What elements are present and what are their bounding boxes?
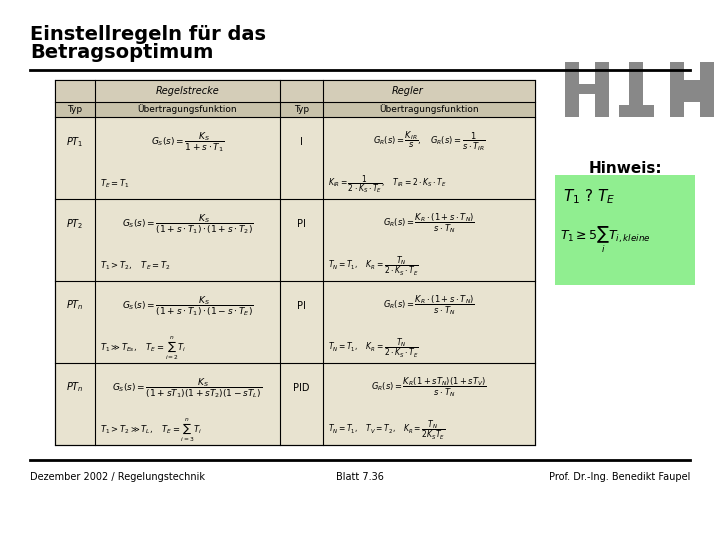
Bar: [55, 80, 535, 102]
Bar: [700, 62, 714, 117]
Text: $G_S(s)=\dfrac{K_S}{(1+sT_1)(1+sT_2)(1-sT_L)}$: $G_S(s)=\dfrac{K_S}{(1+sT_1)(1+sT_2)(1-s…: [112, 376, 263, 400]
Bar: [629, 62, 643, 105]
Text: $T_N=T_1,\quad K_R=\dfrac{T_N}{2\cdot K_S\cdot T_E}$: $T_N=T_1,\quad K_R=\dfrac{T_N}{2\cdot K_…: [328, 336, 419, 360]
Text: $T_1\ ?\ T_E$: $T_1\ ?\ T_E$: [563, 187, 616, 206]
Bar: [55, 102, 535, 117]
Text: Einstellregeln für das: Einstellregeln für das: [30, 25, 266, 44]
Text: $PT_n$: $PT_n$: [66, 299, 84, 313]
Text: $G_R(s)=\dfrac{K_R\cdot(1+s\cdot T_N)}{s\cdot T_N}$: $G_R(s)=\dfrac{K_R\cdot(1+s\cdot T_N)}{s…: [383, 212, 475, 235]
Bar: [619, 105, 654, 117]
Text: PI: PI: [297, 219, 306, 228]
Text: $G_R(s)=\dfrac{K_{IR}}{s},\quad G_R(s)=\dfrac{1}{s\cdot T_{IR}}$: $G_R(s)=\dfrac{K_{IR}}{s},\quad G_R(s)=\…: [373, 130, 485, 153]
Text: Typ: Typ: [68, 105, 83, 114]
Text: $G_S(s)=\dfrac{K_S}{1+s\cdot T_1}$: $G_S(s)=\dfrac{K_S}{1+s\cdot T_1}$: [150, 130, 225, 153]
Text: $T_1>T_2,\quad T_E=T_2$: $T_1>T_2,\quad T_E=T_2$: [100, 260, 171, 273]
Text: $T_N=T_1,\quad K_R=\dfrac{T_N}{2\cdot K_S\cdot T_E}$: $T_N=T_1,\quad K_R=\dfrac{T_N}{2\cdot K_…: [328, 254, 419, 278]
Text: $PT_n$: $PT_n$: [66, 381, 84, 395]
Bar: [595, 62, 609, 117]
Text: I: I: [300, 137, 303, 146]
Bar: [670, 62, 684, 117]
Text: $T_1\gg T_{Es},\quad T_E=\sum_{i=2}^{n}T_i$: $T_1\gg T_{Es},\quad T_E=\sum_{i=2}^{n}T…: [100, 334, 186, 362]
Text: $G_S(s)=\dfrac{K_S}{(1+s\cdot T_1)\cdot(1-s\cdot T_E)}$: $G_S(s)=\dfrac{K_S}{(1+s\cdot T_1)\cdot(…: [122, 294, 253, 318]
Bar: [579, 84, 595, 94]
Bar: [684, 80, 700, 102]
Text: PID: PID: [293, 383, 310, 393]
Text: Dezember 2002 / Regelungstechnik: Dezember 2002 / Regelungstechnik: [30, 472, 205, 482]
Text: PI: PI: [297, 301, 306, 310]
Bar: [555, 175, 695, 285]
Text: $G_S(s)=\dfrac{K_S}{(1+s\cdot T_1)\cdot(1+s\cdot T_2)}$: $G_S(s)=\dfrac{K_S}{(1+s\cdot T_1)\cdot(…: [122, 212, 253, 235]
Text: $T_N=T_1,\quad T_V=T_2,\quad K_R=\dfrac{T_N}{2K_ST_E}$: $T_N=T_1,\quad T_V=T_2,\quad K_R=\dfrac{…: [328, 418, 446, 442]
Text: Typ: Typ: [294, 105, 309, 114]
Text: Prof. Dr.-Ing. Benedikt Faupel: Prof. Dr.-Ing. Benedikt Faupel: [549, 472, 690, 482]
Text: $K_{IR}=\dfrac{1}{2\cdot K_S\cdot T_E},\quad T_{IR}=2\cdot K_S\cdot T_E$: $K_{IR}=\dfrac{1}{2\cdot K_S\cdot T_E},\…: [328, 173, 446, 195]
Text: Übertragungsfunktion: Übertragungsfunktion: [138, 105, 238, 114]
Text: $T_1\geq 5\sum_i T_{i,kleine}$: $T_1\geq 5\sum_i T_{i,kleine}$: [560, 225, 651, 255]
Text: Blatt 7.36: Blatt 7.36: [336, 472, 384, 482]
Text: Regler: Regler: [392, 86, 423, 96]
Text: $T_1>T_2\gg T_L,\quad T_E=\sum_{i=3}^{n}T_i$: $T_1>T_2\gg T_L,\quad T_E=\sum_{i=3}^{n}…: [100, 416, 202, 444]
Text: Regelstrecke: Regelstrecke: [156, 86, 220, 96]
Text: Betragsoptimum: Betragsoptimum: [30, 43, 213, 62]
Text: $PT_2$: $PT_2$: [66, 217, 84, 231]
Text: Übertragungsfunktion: Übertragungsfunktion: [379, 105, 479, 114]
Text: $T_E=T_1$: $T_E=T_1$: [100, 178, 130, 191]
Text: $PT_1$: $PT_1$: [66, 134, 84, 149]
Text: $G_R(s)=\dfrac{K_R(1+sT_N)(1+sT_V)}{s\cdot T_N}$: $G_R(s)=\dfrac{K_R(1+sT_N)(1+sT_V)}{s\cd…: [371, 376, 487, 400]
Bar: [565, 62, 579, 117]
Text: $G_R(s)=\dfrac{K_R\cdot(1+s\cdot T_N)}{s\cdot T_N}$: $G_R(s)=\dfrac{K_R\cdot(1+s\cdot T_N)}{s…: [383, 294, 475, 318]
Text: Hinweis:: Hinweis:: [588, 161, 662, 176]
Bar: [55, 80, 535, 445]
